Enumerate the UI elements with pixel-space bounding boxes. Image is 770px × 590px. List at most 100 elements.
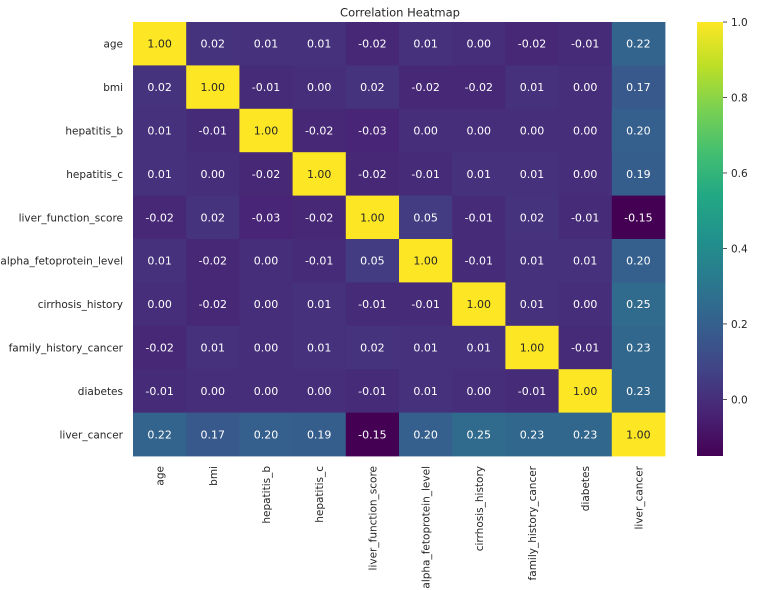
heatmap-cell-value: -0.01 (571, 211, 599, 224)
heatmap-cell-value: 0.23 (573, 428, 598, 441)
heatmap-cell-value: 1.00 (626, 428, 651, 441)
heatmap-cell-value: 0.01 (307, 342, 332, 355)
heatmap-cell-value: 0.01 (413, 38, 438, 51)
heatmap-cell (452, 239, 506, 283)
heatmap-cell-value: 0.20 (254, 428, 279, 441)
heatmap-cell (452, 152, 506, 196)
heatmap-cell-value: 0.01 (520, 255, 545, 268)
heatmap-cell (558, 65, 613, 110)
heatmap-cell-value: 0.17 (626, 81, 651, 94)
heatmap-cell-value: -0.01 (252, 81, 280, 94)
heatmap-cell-value: 1.00 (201, 81, 226, 94)
heatmap-cell (133, 195, 187, 240)
heatmap-cell-value: 0.00 (467, 38, 492, 51)
heatmap-cell (345, 369, 400, 413)
y-tick-label: hepatitis_b (65, 126, 123, 138)
colorbar-tick-labels: 0.0 0.2 0.4 0.6 0.8 1.0 (723, 17, 748, 406)
heatmap-cell (558, 325, 613, 370)
heatmap-cell-value: 0.01 (467, 168, 492, 181)
heatmap-cell (292, 325, 347, 370)
heatmap-cell-value: -0.02 (358, 38, 386, 51)
heatmap-cell-value: 0.20 (626, 125, 651, 138)
heatmap-cell (611, 195, 666, 240)
heatmap-cell (558, 22, 613, 66)
heatmap-cell-value: -0.03 (252, 211, 280, 224)
heatmap-cell (292, 152, 347, 196)
heatmap-cell-value: 0.00 (467, 385, 492, 398)
heatmap-cell-value: 1.00 (573, 385, 598, 398)
colorbar-tick-label: 1.0 (731, 17, 748, 29)
x-tick-label: family_history_cancer (527, 465, 539, 580)
heatmap-cell (558, 282, 613, 327)
heatmap-cell-value: 0.00 (413, 125, 438, 138)
heatmap-cell-value: -0.02 (358, 168, 386, 181)
heatmap-cell (611, 108, 666, 153)
heatmap-cell (133, 239, 187, 283)
heatmap-cell (345, 239, 400, 283)
heatmap-cell-labels: 1.00 0.02 0.01 0.01 -0.02 0.01 0.00 -0.02 -0.01 0… (145, 38, 652, 442)
heatmap-cell (345, 325, 400, 370)
heatmap-cell-value: 0.00 (254, 385, 279, 398)
heatmap-cell (611, 239, 666, 283)
heatmap-cells (133, 22, 666, 457)
heatmap-cell (292, 369, 347, 413)
heatmap-cell-value: -0.01 (465, 211, 493, 224)
heatmap-cell (399, 412, 453, 457)
chart-title: Correlation Heatmap (340, 6, 460, 20)
heatmap-cell (558, 108, 613, 153)
heatmap-cell-value: 0.22 (626, 38, 651, 51)
heatmap-cell (558, 369, 613, 413)
heatmap-cell (292, 108, 347, 153)
x-axis-tick-labels: age bmi hepatitis_b hepatitis_c liver_functi… (155, 465, 646, 588)
heatmap-cell-value: 0.02 (201, 38, 226, 51)
x-tick-label: age (155, 466, 167, 486)
heatmap-cell-value: -0.02 (252, 168, 280, 181)
heatmap-cell (452, 108, 506, 153)
heatmap-cell-value: 0.00 (467, 125, 492, 138)
y-tick-label: alpha_fetoprotein_level (0, 256, 123, 268)
heatmap-cell-value: 0.01 (467, 342, 492, 355)
heatmap-cell (345, 152, 400, 196)
heatmap-cell (505, 152, 559, 196)
colorbar-tick-label: 0.0 (731, 394, 748, 406)
heatmap-cell-value: 0.01 (254, 38, 279, 51)
heatmap-cell (186, 282, 240, 327)
x-tick-label: hepatitis_c (314, 466, 326, 523)
heatmap-cell-value: -0.02 (305, 125, 333, 138)
heatmap-cell-value: 0.00 (573, 168, 598, 181)
heatmap-cell-value: 1.00 (254, 125, 279, 138)
heatmap-cell-value: 0.00 (201, 168, 226, 181)
heatmap-cell (505, 239, 559, 283)
x-tick-label: diabetes (580, 466, 592, 511)
heatmap-cell-value: -0.01 (571, 342, 599, 355)
heatmap-cell (133, 22, 187, 66)
heatmap-cell (239, 152, 293, 196)
heatmap-cell-value: 0.00 (573, 298, 598, 311)
heatmap-cell (611, 65, 666, 110)
heatmap-cell-value: 0.05 (413, 211, 438, 224)
heatmap-cell (239, 282, 293, 327)
colorbar-tick-label: 0.6 (731, 168, 748, 180)
heatmap-cell (505, 325, 559, 370)
heatmap-cell-value: -0.15 (624, 211, 652, 224)
heatmap-cell (558, 412, 613, 457)
x-tick-label: hepatitis_b (261, 466, 273, 524)
y-tick-label: family_history_cancer (9, 343, 124, 355)
heatmap-cell (452, 65, 506, 110)
heatmap-cell-value: 0.00 (520, 125, 545, 138)
heatmap-cell-value: 0.23 (626, 342, 651, 355)
heatmap-cell-value: 0.01 (201, 342, 226, 355)
heatmap-cell (239, 412, 293, 457)
heatmap-cell (399, 369, 453, 413)
heatmap-cell (399, 282, 453, 327)
heatmap-cell-value: -0.03 (358, 125, 386, 138)
heatmap-cell (505, 282, 559, 327)
heatmap-cell-value: -0.02 (305, 211, 333, 224)
heatmap-cell (345, 22, 400, 66)
heatmap-cell-value: 0.00 (254, 255, 279, 268)
heatmap-cell-value: -0.01 (465, 255, 493, 268)
heatmap-cell-value: 0.01 (520, 81, 545, 94)
heatmap-cell (505, 195, 559, 240)
heatmap-cell-value: -0.01 (305, 255, 333, 268)
